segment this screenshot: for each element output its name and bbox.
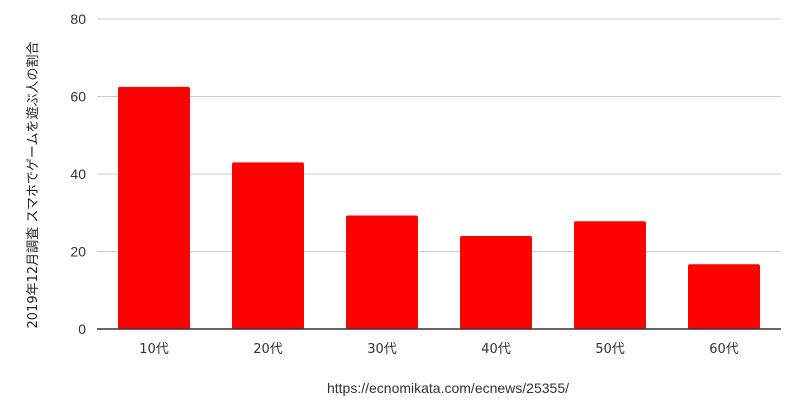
y-tick-label-0: 0: [78, 321, 86, 337]
y-tick-label-40: 40: [70, 166, 86, 182]
x-tick-label-3: 30代: [367, 342, 397, 357]
x-tick-label-5: 50代: [595, 342, 625, 357]
x-tick-label-2: 20代: [253, 342, 283, 357]
bar-5: [574, 221, 646, 329]
x-tick-label-1: 10代: [139, 342, 169, 357]
y-tick-label-60: 60: [70, 89, 86, 105]
gridlines: [97, 18, 781, 252]
source-url: https://ecnomikata.com/ecnews/25355/: [327, 380, 569, 396]
y-tick-label-80: 80: [70, 11, 86, 27]
y-axis-ticks: 0 20 40 60 80: [70, 11, 86, 337]
svg-text:2019年12月調査 スマホでゲームを遊ぶ人の割: 2019年12月調査 スマホでゲームを遊ぶ人の割合: [25, 41, 41, 328]
bar-4: [460, 236, 532, 329]
bar-2: [232, 162, 304, 329]
y-tick-label-20: 20: [70, 244, 86, 260]
y-axis-label-suffix: 2019年12月調査: [26, 227, 41, 329]
x-tick-label-4: 40代: [481, 342, 511, 357]
y-axis-label: 2019年12月調査 スマホでゲームを遊ぶ人の割合: [25, 41, 41, 328]
x-tick-label-6: 60代: [709, 342, 739, 357]
bar-3: [346, 215, 418, 329]
bars: [118, 86, 760, 329]
y-axis-label-main: スマホでゲームを遊ぶ人の割合: [25, 41, 41, 222]
x-axis-labels: 10代 20代 30代 40代 50代 60代: [139, 342, 739, 357]
bar-1: [118, 86, 190, 329]
bar-6: [688, 264, 760, 329]
